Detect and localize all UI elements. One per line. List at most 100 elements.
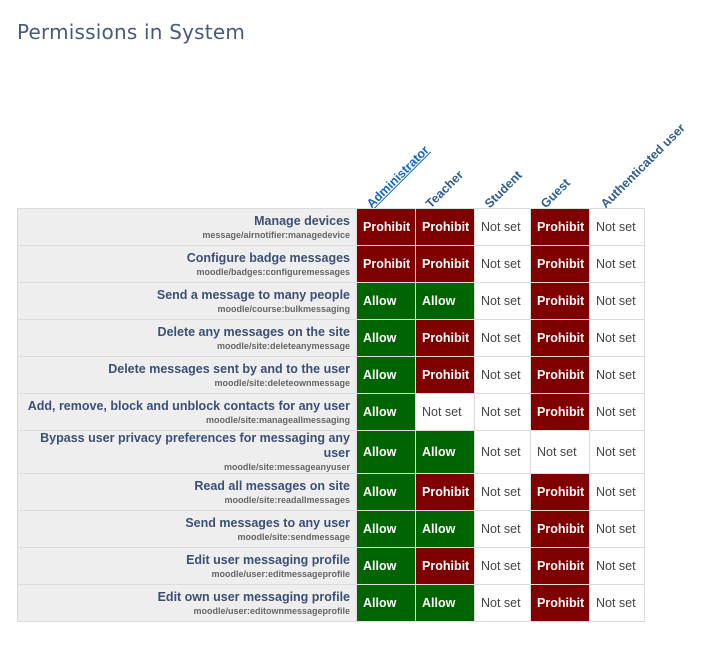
capability-id: moodle/site:sendmessage xyxy=(237,531,350,542)
permission-cell-authenticated-user[interactable]: Not set xyxy=(589,319,645,357)
permission-cell-administrator[interactable]: Prohibit xyxy=(356,208,416,246)
capability-name: Manage devices xyxy=(254,213,350,228)
permission-cell-teacher[interactable]: Allow xyxy=(415,584,475,622)
permission-cell-teacher[interactable]: Prohibit xyxy=(415,319,475,357)
permission-cell-authenticated-user[interactable]: Not set xyxy=(589,245,645,283)
permission-cell-student[interactable]: Not set xyxy=(474,430,531,474)
permission-cell-guest[interactable]: Not set xyxy=(530,430,590,474)
capability-name: Delete any messages on the site xyxy=(157,324,350,339)
capability-name: Configure badge messages xyxy=(186,250,350,265)
capability-cell: Read all messages on site moodle/site:rea… xyxy=(17,473,357,511)
capability-cell: Add, remove, block and unblock contacts … xyxy=(17,393,357,431)
permission-cell-student[interactable]: Not set xyxy=(474,510,531,548)
table-row: Add, remove, block and unblock contacts … xyxy=(17,393,645,431)
permission-cell-student[interactable]: Not set xyxy=(474,356,531,394)
permission-cell-teacher[interactable]: Prohibit xyxy=(415,208,475,246)
permission-cell-administrator[interactable]: Allow xyxy=(356,282,416,320)
permission-cell-administrator[interactable]: Allow xyxy=(356,510,416,548)
permission-cell-authenticated-user[interactable]: Not set xyxy=(589,393,645,431)
table-row: Bypass user privacy preferences for mess… xyxy=(17,430,645,474)
permission-cell-authenticated-user[interactable]: Not set xyxy=(589,584,645,622)
capability-id: moodle/course:bulkmessaging xyxy=(217,303,350,314)
capability-id: moodle/site:messageanyuser xyxy=(223,462,350,472)
capability-id: moodle/user:editownmessageprofile xyxy=(193,605,350,616)
capability-id: moodle/site:manageallmessaging xyxy=(205,414,350,425)
capability-name: Add, remove, block and unblock contacts … xyxy=(27,398,350,413)
capability-name: Bypass user privacy preferences for mess… xyxy=(40,431,350,460)
permission-cell-administrator[interactable]: Allow xyxy=(356,319,416,357)
permission-cell-authenticated-user[interactable]: Not set xyxy=(589,473,645,511)
permission-cell-administrator[interactable]: Allow xyxy=(356,393,416,431)
capability-cell: Edit own user messaging profile moodle/us… xyxy=(17,584,357,622)
table-row: Read all messages on site moodle/site:rea… xyxy=(17,473,645,511)
permission-cell-authenticated-user[interactable]: Not set xyxy=(589,547,645,585)
permissions-table: Manage devices message/airnotifier:manage… xyxy=(17,208,645,622)
role-header-student: Student xyxy=(482,168,525,211)
capability-id: moodle/site:readallmessages xyxy=(224,494,350,505)
permission-cell-student[interactable]: Not set xyxy=(474,245,531,283)
capability-id: moodle/badges:configuremessages xyxy=(196,266,350,277)
table-row: Configure badge messages moodle/badges:co… xyxy=(17,245,645,283)
capability-name: Send messages to any user xyxy=(185,515,350,530)
permission-cell-student[interactable]: Not set xyxy=(474,584,531,622)
capability-id: moodle/site:deleteownmessage xyxy=(214,377,350,388)
permission-cell-authenticated-user[interactable]: Not set xyxy=(589,282,645,320)
capability-name: Read all messages on site xyxy=(194,478,350,493)
permission-cell-authenticated-user[interactable]: Not set xyxy=(589,356,645,394)
table-row: Delete any messages on the site moodle/si… xyxy=(17,319,645,357)
permission-cell-student[interactable]: Not set xyxy=(474,547,531,585)
permission-cell-teacher[interactable]: Prohibit xyxy=(415,547,475,585)
capability-id: message/airnotifier:managedevice xyxy=(202,229,350,240)
capability-name: Send a message to many people xyxy=(156,287,350,302)
capability-cell: Delete any messages on the site moodle/si… xyxy=(17,319,357,357)
role-header-administrator[interactable]: Administrator xyxy=(364,143,432,211)
table-row: Edit own user messaging profile moodle/us… xyxy=(17,584,645,622)
table-row: Send a message to many people moodle/cour… xyxy=(17,282,645,320)
permission-cell-guest[interactable]: Prohibit xyxy=(530,282,590,320)
permission-cell-student[interactable]: Not set xyxy=(474,393,531,431)
permission-cell-administrator[interactable]: Allow xyxy=(356,584,416,622)
capability-cell: Bypass user privacy preferences for mess… xyxy=(17,430,357,474)
capability-name: Edit user messaging profile xyxy=(186,552,350,567)
permission-cell-guest[interactable]: Prohibit xyxy=(530,356,590,394)
role-header-authenticated-user: Authenticated user xyxy=(598,120,688,211)
capability-id: moodle/site:deleteanymessage xyxy=(216,340,350,351)
permission-cell-authenticated-user[interactable]: Not set xyxy=(589,430,645,474)
role-header-teacher: Teacher xyxy=(423,167,467,211)
permission-cell-authenticated-user[interactable]: Not set xyxy=(589,208,645,246)
capability-cell: Manage devices message/airnotifier:manage… xyxy=(17,208,357,246)
permission-cell-administrator[interactable]: Allow xyxy=(356,430,416,474)
permission-cell-authenticated-user[interactable]: Not set xyxy=(589,510,645,548)
permission-cell-teacher[interactable]: Prohibit xyxy=(415,245,475,283)
capability-cell: Send a message to many people moodle/cour… xyxy=(17,282,357,320)
permission-cell-teacher[interactable]: Allow xyxy=(415,510,475,548)
permission-cell-administrator[interactable]: Prohibit xyxy=(356,245,416,283)
permission-cell-teacher[interactable]: Allow xyxy=(415,430,475,474)
permission-cell-guest[interactable]: Prohibit xyxy=(530,473,590,511)
permission-cell-teacher[interactable]: Allow xyxy=(415,282,475,320)
permission-cell-guest[interactable]: Prohibit xyxy=(530,208,590,246)
permission-cell-teacher[interactable]: Prohibit xyxy=(415,356,475,394)
permission-cell-student[interactable]: Not set xyxy=(474,208,531,246)
permission-cell-guest[interactable]: Prohibit xyxy=(530,510,590,548)
permission-cell-student[interactable]: Not set xyxy=(474,282,531,320)
permission-cell-administrator[interactable]: Allow xyxy=(356,356,416,394)
permission-cell-student[interactable]: Not set xyxy=(474,473,531,511)
table-row: Manage devices message/airnotifier:manage… xyxy=(17,208,645,246)
table-row: Edit user messaging profile moodle/user:e… xyxy=(17,547,645,585)
table-row: Delete messages sent by and to the user m… xyxy=(17,356,645,394)
permission-cell-guest[interactable]: Prohibit xyxy=(530,584,590,622)
permission-cell-guest[interactable]: Prohibit xyxy=(530,319,590,357)
permission-cell-student[interactable]: Not set xyxy=(474,319,531,357)
permission-cell-guest[interactable]: Prohibit xyxy=(530,547,590,585)
permission-cell-teacher[interactable]: Prohibit xyxy=(415,473,475,511)
capability-cell: Edit user messaging profile moodle/user:e… xyxy=(17,547,357,585)
permission-cell-administrator[interactable]: Allow xyxy=(356,473,416,511)
permission-cell-guest[interactable]: Prohibit xyxy=(530,245,590,283)
permission-cell-teacher[interactable]: Not set xyxy=(415,393,475,431)
capability-cell: Delete messages sent by and to the user m… xyxy=(17,356,357,394)
permission-cell-administrator[interactable]: Allow xyxy=(356,547,416,585)
page-title: Permissions in System xyxy=(17,20,246,44)
permission-cell-guest[interactable]: Prohibit xyxy=(530,393,590,431)
capability-cell: Configure badge messages moodle/badges:co… xyxy=(17,245,357,283)
